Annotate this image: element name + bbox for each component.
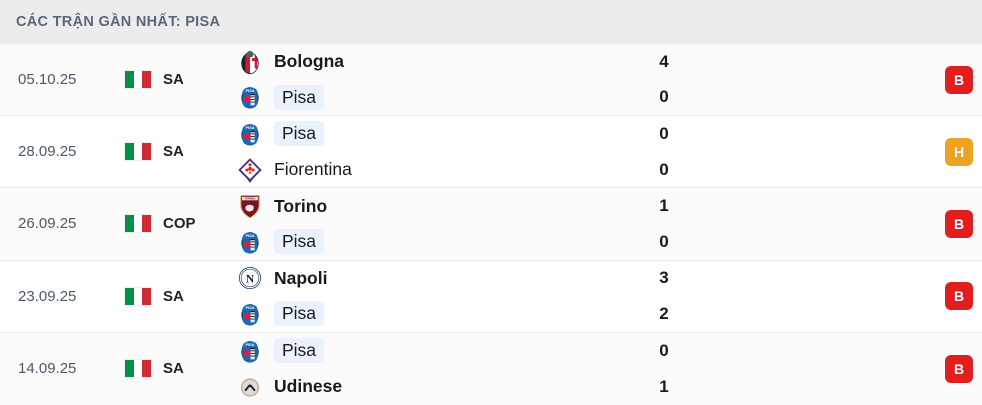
svg-text:TORINO: TORINO — [244, 197, 256, 201]
svg-text:N: N — [246, 274, 255, 286]
svg-text:PISA: PISA — [245, 342, 254, 347]
svg-text:PISA: PISA — [245, 88, 254, 93]
svg-text:PISA: PISA — [245, 305, 254, 310]
svg-text:PISA: PISA — [245, 233, 254, 238]
svg-text:PISA: PISA — [245, 125, 254, 130]
